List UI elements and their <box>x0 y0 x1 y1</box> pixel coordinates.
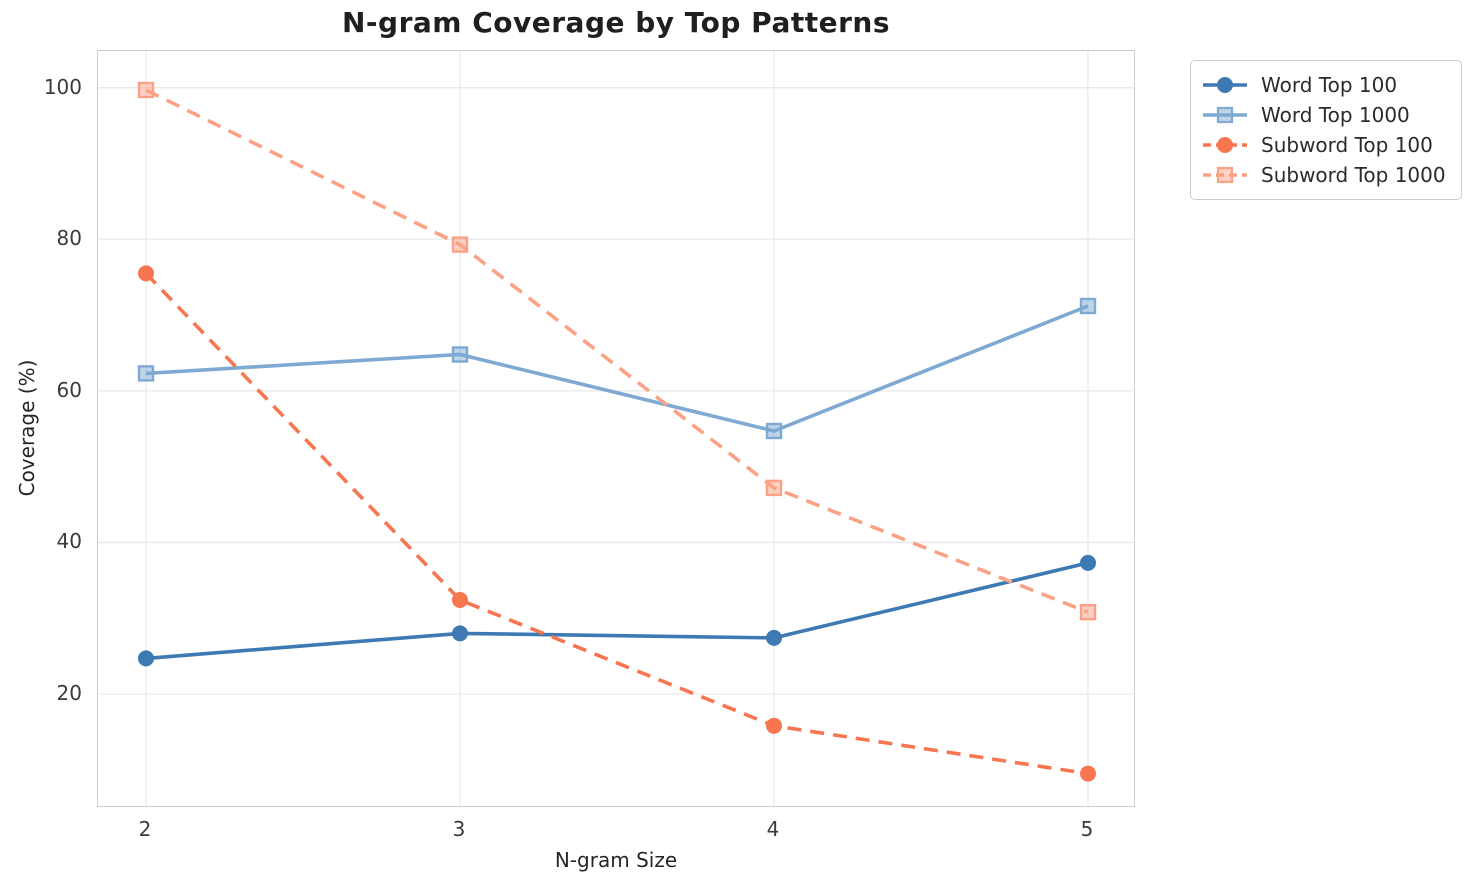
legend-swatch-subword-top-100 <box>1203 137 1247 153</box>
series-marker-subword-top-1000 <box>1079 604 1097 621</box>
y-tick-label: 80 <box>56 226 82 251</box>
legend-swatch-word-top-1000 <box>1203 106 1247 124</box>
series-line-subword-top-1000 <box>145 88 1089 614</box>
legend-label-subword-top-1000: Subword Top 1000 <box>1261 163 1446 187</box>
series-marker-word-top-1000 <box>1079 297 1097 315</box>
x-tick-label: 3 <box>452 817 466 841</box>
y-tick-label: 100 <box>43 74 82 99</box>
legend-swatch-subword-top-1000 <box>1203 166 1247 184</box>
series-marker-word-top-100 <box>452 625 468 642</box>
series-marker-word-top-100 <box>766 629 782 646</box>
series-marker-subword-top-100 <box>452 592 468 608</box>
series-line-word-top-1000 <box>145 304 1089 433</box>
series-marker-subword-top-100 <box>138 265 154 282</box>
plot-area <box>97 50 1136 808</box>
series-marker-subword-top-1000 <box>451 236 469 253</box>
y-tick-label: 60 <box>56 377 82 402</box>
legend: Word Top 100 Word Top 1000 Subword Top 100… <box>1190 60 1462 200</box>
y-tick-label: 20 <box>56 681 82 705</box>
series-marker-word-top-100 <box>1080 554 1096 571</box>
legend-item-word-top-1000: Word Top 1000 <box>1201 100 1449 130</box>
legend-marker-word-top-1000 <box>1216 106 1234 124</box>
legend-item-word-top-100: Word Top 100 <box>1201 70 1449 100</box>
chart-title: N-gram Coverage by Top Patterns <box>341 6 891 39</box>
legend-marker-subword-top-100 <box>1217 137 1233 153</box>
legend-marker-word-top-100 <box>1217 77 1233 93</box>
legend-label-word-top-100: Word Top 100 <box>1261 73 1398 97</box>
series-line-subword-top-100 <box>144 272 1089 776</box>
x-axis-label: N-gram Size <box>554 848 678 872</box>
series-marker-subword-top-1000 <box>137 81 155 99</box>
series-line-word-top-100 <box>145 561 1089 661</box>
legend-swatch-word-top-100 <box>1203 77 1247 93</box>
series-marker-word-top-1000 <box>765 422 783 440</box>
y-axis-label: Coverage (%) <box>15 359 39 497</box>
legend-item-subword-top-1000: Subword Top 1000 <box>1201 160 1449 190</box>
x-tick-label: 4 <box>766 817 780 841</box>
series-marker-subword-top-100 <box>1080 765 1096 782</box>
plot-area-svg <box>98 51 1136 808</box>
legend-label-subword-top-100: Subword Top 100 <box>1261 133 1433 157</box>
series-marker-subword-top-100 <box>766 717 782 734</box>
series-marker-word-top-1000 <box>137 365 155 382</box>
legend-marker-subword-top-1000 <box>1216 166 1234 184</box>
legend-item-subword-top-100: Subword Top 100 <box>1201 130 1449 160</box>
series-marker-subword-top-1000 <box>765 479 783 497</box>
series-marker-word-top-1000 <box>451 346 469 363</box>
x-tick-label: 5 <box>1080 817 1094 841</box>
x-tick-label: 2 <box>138 817 152 841</box>
series-marker-word-top-100 <box>138 650 154 667</box>
y-tick-label: 40 <box>56 529 82 554</box>
legend-label-word-top-1000: Word Top 1000 <box>1261 103 1410 127</box>
